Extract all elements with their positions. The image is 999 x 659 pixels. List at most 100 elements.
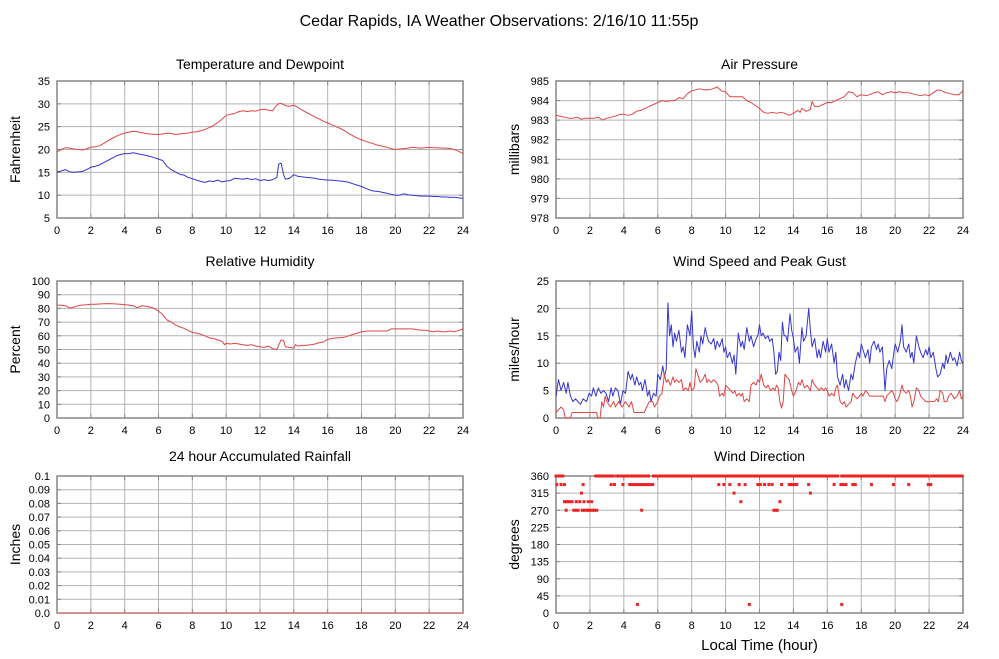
x-tick-label: 24 bbox=[457, 425, 469, 437]
x-tick-label: 16 bbox=[821, 425, 833, 437]
data-point bbox=[630, 474, 634, 478]
data-point bbox=[930, 474, 934, 478]
y-tick-label: 5 bbox=[44, 213, 50, 225]
chart-wind-direction: 0 2 4 6 8 10 12 14 16 18 20 22 240459013518022527031… bbox=[506, 448, 969, 654]
x-tick-label: 8 bbox=[189, 620, 195, 632]
y-tick-label: 90 bbox=[537, 574, 549, 586]
x-tick-label: 12 bbox=[254, 225, 266, 237]
data-point bbox=[936, 474, 940, 478]
data-point bbox=[574, 500, 578, 504]
series-wind-speed-line bbox=[555, 368, 964, 419]
data-point bbox=[772, 508, 776, 512]
data-point bbox=[879, 474, 883, 478]
data-point bbox=[588, 508, 592, 512]
x-tick-label: 12 bbox=[753, 620, 765, 632]
data-point bbox=[582, 508, 586, 512]
data-point bbox=[658, 474, 662, 478]
data-point bbox=[590, 508, 594, 512]
x-tick-label: 2 bbox=[88, 225, 94, 237]
y-axis-label: Inches bbox=[7, 524, 23, 565]
data-point bbox=[609, 483, 613, 487]
data-point bbox=[884, 474, 888, 478]
data-point bbox=[645, 474, 649, 478]
data-point bbox=[624, 474, 628, 478]
data-point bbox=[590, 500, 594, 504]
data-point bbox=[757, 474, 761, 478]
y-tick-label: 70 bbox=[38, 317, 50, 329]
data-point bbox=[772, 474, 776, 478]
data-point bbox=[635, 483, 639, 487]
data-point bbox=[721, 474, 725, 478]
y-axis-label: degrees bbox=[506, 519, 522, 570]
data-point bbox=[554, 474, 558, 478]
data-point bbox=[630, 483, 634, 487]
data-point bbox=[696, 474, 700, 478]
data-point bbox=[872, 474, 876, 478]
data-point bbox=[845, 474, 849, 478]
y-tick-label: 45 bbox=[537, 591, 549, 603]
y-tick-label: 25 bbox=[38, 122, 50, 134]
data-point bbox=[657, 474, 661, 478]
data-point bbox=[711, 474, 715, 478]
y-tick-label: 985 bbox=[531, 76, 549, 88]
data-point bbox=[628, 483, 632, 487]
data-point bbox=[803, 474, 807, 478]
data-point bbox=[635, 602, 639, 606]
y-tick-label: 90 bbox=[38, 290, 50, 302]
data-point bbox=[609, 474, 613, 478]
data-point bbox=[767, 474, 771, 478]
data-point bbox=[562, 483, 566, 487]
data-point bbox=[639, 474, 643, 478]
x-tick-label: 10 bbox=[719, 620, 731, 632]
data-point bbox=[559, 474, 563, 478]
data-point bbox=[564, 508, 568, 512]
x-tick-label: 8 bbox=[189, 425, 195, 437]
data-point bbox=[668, 474, 672, 478]
y-tick-label: 0 bbox=[543, 608, 549, 620]
data-point bbox=[925, 474, 929, 478]
data-point bbox=[780, 474, 784, 478]
x-tick-label: 6 bbox=[155, 425, 161, 437]
data-point bbox=[685, 474, 689, 478]
data-point bbox=[592, 508, 596, 512]
data-point bbox=[735, 474, 739, 478]
x-tick-label: 0 bbox=[553, 620, 559, 632]
data-point bbox=[607, 474, 611, 478]
x-tick-label: 16 bbox=[322, 620, 334, 632]
data-point bbox=[707, 474, 711, 478]
data-point bbox=[628, 474, 632, 478]
data-point bbox=[640, 474, 644, 478]
data-point bbox=[774, 474, 778, 478]
data-point bbox=[896, 474, 900, 478]
x-tick-label: 24 bbox=[957, 225, 969, 237]
x-tick-label: 8 bbox=[189, 225, 195, 237]
x-tick-label: 14 bbox=[288, 620, 300, 632]
x-tick-label: 16 bbox=[821, 225, 833, 237]
data-point bbox=[570, 500, 574, 504]
y-tick-label: 30 bbox=[38, 372, 50, 384]
data-point bbox=[713, 474, 717, 478]
data-point bbox=[894, 474, 898, 478]
x-tick-label: 24 bbox=[957, 620, 969, 632]
data-point bbox=[802, 474, 806, 478]
data-point bbox=[699, 474, 703, 478]
series-humidity-line bbox=[56, 303, 464, 350]
data-point bbox=[945, 474, 949, 478]
data-point bbox=[580, 508, 584, 512]
data-point bbox=[561, 474, 565, 478]
data-point bbox=[586, 508, 590, 512]
x-tick-label: 12 bbox=[753, 225, 765, 237]
data-point bbox=[640, 483, 644, 487]
data-point bbox=[680, 474, 684, 478]
data-point bbox=[714, 474, 718, 478]
chart-title: Temperature and Dewpoint bbox=[176, 56, 344, 72]
data-point bbox=[604, 474, 608, 478]
y-tick-label: 0.01 bbox=[29, 594, 50, 606]
data-point bbox=[722, 483, 726, 487]
data-point bbox=[621, 483, 625, 487]
y-tick-label: 0 bbox=[543, 413, 549, 425]
data-point bbox=[623, 474, 627, 478]
x-tick-label: 0 bbox=[553, 225, 559, 237]
chart-relative-humidity: 0 2 4 6 8 10 12 14 16 18 20 22 240102030405060708090… bbox=[7, 253, 469, 437]
series-dewpoint-line bbox=[56, 152, 464, 199]
